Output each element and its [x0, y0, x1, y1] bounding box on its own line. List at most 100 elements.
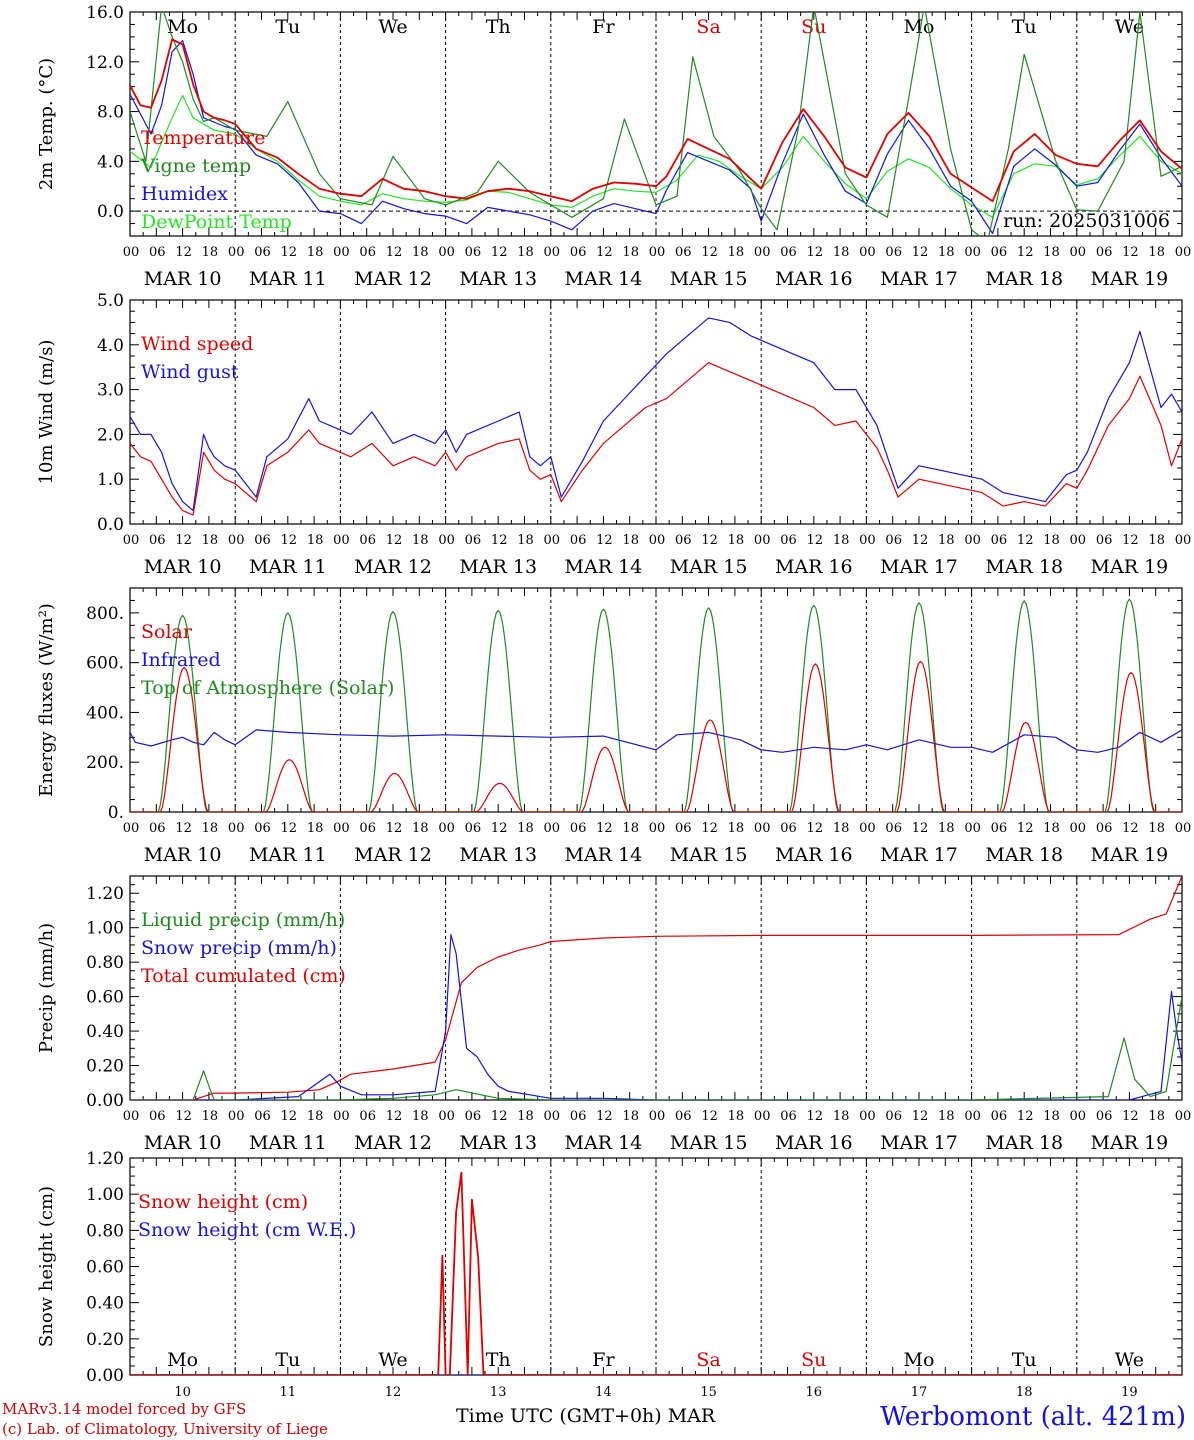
- hour-tick-label: 18: [412, 1109, 429, 1124]
- hour-tick-label: 18: [517, 245, 534, 260]
- series-group: [130, 317, 1182, 516]
- hour-tick-label: 00: [859, 821, 876, 836]
- y-axis-label: Energy fluxes (W/m²): [36, 603, 57, 797]
- hour-tick-label: 06: [991, 533, 1008, 548]
- hour-tick-label: 06: [359, 533, 376, 548]
- y-axis-label: 10m Wind (m/s): [36, 340, 57, 485]
- day-number-label: 19: [1121, 1385, 1138, 1400]
- hour-tick-label: 00: [123, 245, 140, 260]
- hour-tick-label: 00: [1070, 245, 1087, 260]
- hour-tick-label: 06: [465, 533, 482, 548]
- hour-tick-label: 18: [307, 1109, 324, 1124]
- hour-tick-label: 18: [833, 245, 850, 260]
- hour-tick-label: 06: [254, 1109, 271, 1124]
- legend-entry: Wind gust: [141, 361, 239, 383]
- date-label: MAR 19: [1091, 844, 1169, 866]
- hour-tick-label: 12: [281, 533, 298, 548]
- hour-tick-label: 18: [728, 1109, 745, 1124]
- y-tick-label: 600.: [86, 654, 124, 674]
- series-line-dewpoint-temp: [130, 94, 1182, 218]
- hour-tick-label: 06: [570, 245, 587, 260]
- legend-entry: Snow precip (mm/h): [141, 937, 337, 959]
- hour-tick-label: 18: [307, 245, 324, 260]
- y-axis-label: Snow height (cm): [36, 1186, 57, 1347]
- hour-tick-label: 00: [544, 821, 561, 836]
- y-tick-label: 2.0: [97, 425, 124, 445]
- day-number-label: 12: [385, 1385, 402, 1400]
- hour-tick-label: 00: [754, 1109, 771, 1124]
- date-label: MAR 11: [249, 556, 327, 578]
- hour-tick-label: 00: [1070, 1109, 1087, 1124]
- hour-tick-label: 06: [570, 533, 587, 548]
- y-tick-label: 0.0: [97, 202, 124, 222]
- legend-entry: Solar: [141, 621, 193, 643]
- hour-tick-label: 00: [333, 821, 350, 836]
- hour-tick-label: 18: [728, 821, 745, 836]
- hour-tick-label: 18: [307, 533, 324, 548]
- y-axis-label: Precip (mm/h): [36, 923, 57, 1053]
- plot-frame: [129, 299, 1183, 525]
- hour-tick-label: 00: [964, 245, 981, 260]
- hour-tick-label: 12: [1122, 533, 1139, 548]
- date-label: MAR 11: [249, 268, 327, 290]
- hour-tick-label: 12: [491, 533, 508, 548]
- day-number-label: 17: [911, 1385, 928, 1400]
- series-line-snow-height-cm: [130, 1171, 1182, 1375]
- day-number-label: 10: [174, 1385, 191, 1400]
- hour-tick-label: 06: [359, 1109, 376, 1124]
- hour-tick-label: 12: [491, 1109, 508, 1124]
- hour-tick-label: 00: [333, 533, 350, 548]
- hour-tick-label: 12: [386, 1109, 403, 1124]
- hour-tick-label: 12: [281, 245, 298, 260]
- y-tick-label: 1.00: [86, 919, 124, 939]
- hour-tick-label: 00: [754, 245, 771, 260]
- y-tick-label: 1.20: [86, 1149, 124, 1169]
- hour-tick-label: 12: [912, 533, 929, 548]
- hour-tick-label: 12: [386, 533, 403, 548]
- hour-tick-label: 00: [1175, 1109, 1192, 1124]
- hour-tick-label: 18: [622, 821, 639, 836]
- hour-tick-label: 00: [1175, 533, 1192, 548]
- hour-tick-label: 18: [833, 533, 850, 548]
- series-group: [130, 1171, 1182, 1375]
- hour-tick-label: 12: [701, 533, 718, 548]
- hour-tick-label: 06: [149, 821, 166, 836]
- hour-tick-label: 12: [491, 245, 508, 260]
- hour-tick-label: 18: [938, 245, 955, 260]
- hour-tick-label: 00: [1070, 533, 1087, 548]
- date-label: MAR 15: [670, 1132, 748, 1154]
- hour-tick-label: 00: [859, 533, 876, 548]
- series-line-top-of-atmosphere-solar: [130, 598, 1182, 812]
- hour-tick-label: 06: [149, 245, 166, 260]
- hour-tick-label: 18: [517, 821, 534, 836]
- hour-tick-label: 18: [938, 1109, 955, 1124]
- hour-tick-label: 00: [649, 1109, 666, 1124]
- hour-tick-label: 06: [149, 533, 166, 548]
- hour-tick-label: 00: [228, 533, 245, 548]
- hour-tick-label: 12: [175, 821, 192, 836]
- legend-entry: Total cumulated (cm): [141, 965, 346, 987]
- hour-tick-label: 00: [964, 533, 981, 548]
- time-axis-label: Time UTC (GMT+0h) MAR: [456, 1405, 716, 1427]
- hour-tick-label: 00: [649, 821, 666, 836]
- hour-tick-label: 12: [596, 821, 613, 836]
- y-tick-label: 0.20: [86, 1330, 124, 1350]
- day-number-label: 11: [280, 1385, 297, 1400]
- hour-tick-label: 18: [1043, 533, 1060, 548]
- hour-tick-label: 00: [333, 1109, 350, 1124]
- series-group: [130, 876, 1182, 1100]
- hour-tick-label: 06: [885, 533, 902, 548]
- hour-tick-label: 18: [412, 821, 429, 836]
- y-tick-label: 400.: [86, 703, 124, 723]
- hour-tick-label: 06: [675, 1109, 692, 1124]
- date-label: MAR 12: [354, 268, 432, 290]
- hour-tick-label: 12: [281, 821, 298, 836]
- legend-entry: Vigne temp: [140, 155, 251, 177]
- date-label: MAR 17: [880, 1132, 958, 1154]
- hour-tick-label: 12: [596, 533, 613, 548]
- hour-tick-label: 00: [544, 1109, 561, 1124]
- hour-tick-label: 06: [1096, 1109, 1113, 1124]
- date-label: MAR 17: [880, 268, 958, 290]
- hour-tick-label: 00: [1070, 821, 1087, 836]
- legend-entry: Humidex: [141, 183, 228, 205]
